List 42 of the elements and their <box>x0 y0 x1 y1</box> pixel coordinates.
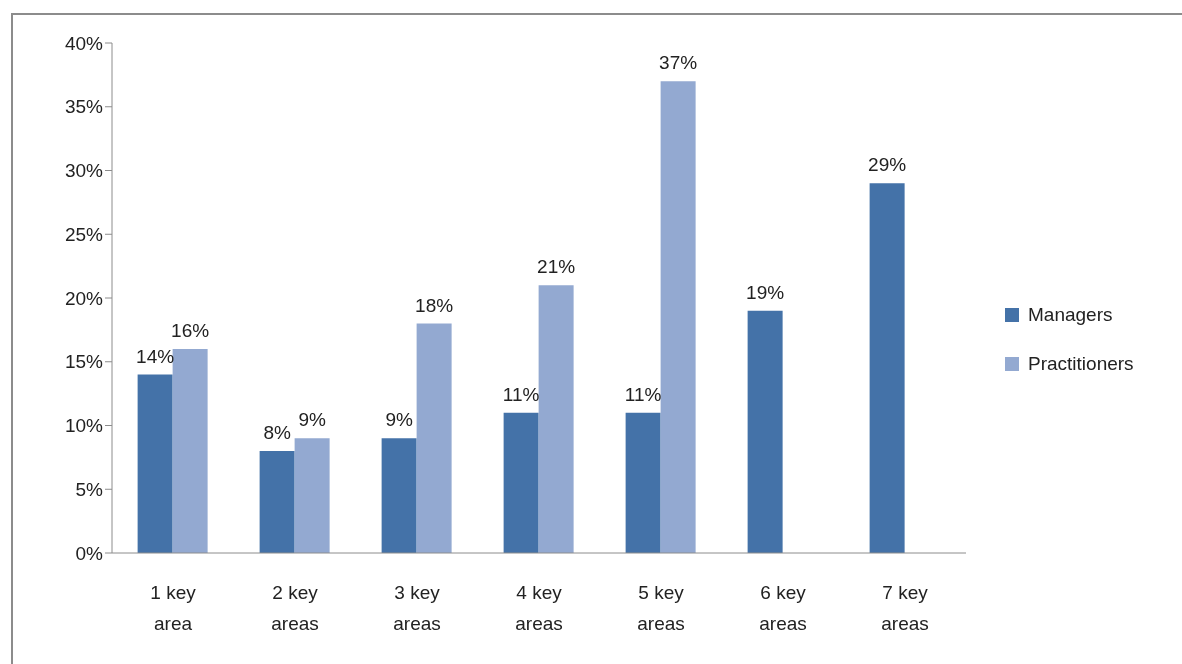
bar <box>416 323 452 553</box>
bar <box>538 285 574 553</box>
legend-label: Practitioners <box>1028 353 1134 375</box>
data-label: 11% <box>502 383 540 405</box>
y-tick-label: 5% <box>75 478 104 500</box>
x-tick-label: 1 key area <box>150 582 197 634</box>
bar <box>259 451 295 553</box>
x-tick-label: 5 key areas <box>637 582 685 634</box>
bar <box>294 438 330 553</box>
bar <box>503 412 539 553</box>
bar <box>660 81 696 553</box>
x-tick-label: 3 key areas <box>393 582 441 634</box>
data-label: 8% <box>263 422 291 443</box>
y-tick-label: 20% <box>64 287 104 309</box>
bar <box>172 349 208 553</box>
y-tick-label: 25% <box>64 223 104 245</box>
y-tick-label: 0% <box>75 542 104 564</box>
data-label: 9% <box>385 409 413 431</box>
data-label: 14% <box>136 345 175 367</box>
data-label: 29% <box>868 154 907 176</box>
data-label: 11% <box>624 383 662 405</box>
y-tick-label: 10% <box>64 415 104 437</box>
data-label: 19% <box>746 281 785 303</box>
x-tick-label: 4 key areas <box>515 582 563 634</box>
y-tick-label: 35% <box>64 96 104 118</box>
legend-label: Managers <box>1028 304 1113 326</box>
bar <box>625 412 661 553</box>
y-tick-label: 30% <box>64 160 104 182</box>
data-label: 9% <box>298 409 326 431</box>
bar <box>381 438 417 553</box>
data-label: 21% <box>537 256 576 278</box>
x-tick-label: 2 key areas <box>271 582 319 634</box>
bar <box>747 310 783 553</box>
data-label: 18% <box>415 294 454 316</box>
bar <box>869 183 905 553</box>
data-label: 16% <box>171 320 210 341</box>
x-tick-label: 6 key areas <box>759 582 807 634</box>
y-tick-label: 15% <box>64 351 104 373</box>
y-tick-label: 40% <box>64 32 104 54</box>
x-tick-label: 7 key areas <box>881 582 929 634</box>
data-label: 37% <box>659 52 698 74</box>
bar <box>137 374 173 553</box>
